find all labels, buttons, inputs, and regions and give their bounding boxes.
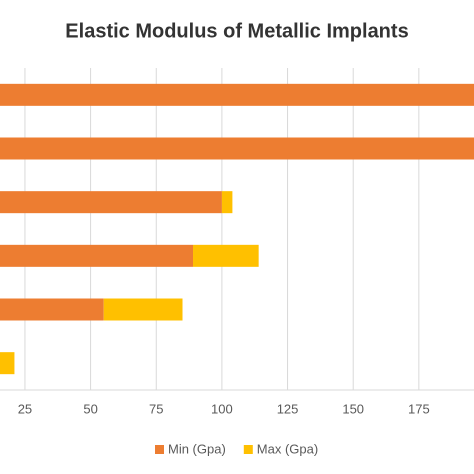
- chart-title: Elastic Modulus of Metallic Implants: [65, 20, 408, 42]
- bar: [0, 83, 474, 106]
- x-tick-label: 125: [277, 401, 299, 416]
- bar: [103, 298, 183, 321]
- x-tick-label: 75: [149, 401, 163, 416]
- bar: [0, 244, 194, 267]
- bar: [0, 137, 474, 160]
- bar: [0, 298, 104, 321]
- legend-swatch: [243, 445, 253, 454]
- legend-swatch: [155, 445, 164, 454]
- bar: [0, 191, 222, 214]
- x-tick-label: 25: [18, 401, 32, 416]
- bar: [193, 244, 259, 267]
- x-tick-label: 50: [83, 401, 97, 416]
- bar: [0, 352, 15, 375]
- bar: [221, 191, 233, 214]
- x-tick-label: 150: [342, 401, 364, 416]
- legend-label: Min (Gpa): [168, 441, 226, 456]
- x-tick-label: 175: [408, 401, 430, 416]
- x-tick-label: 100: [211, 401, 233, 416]
- legend-label: Max (Gpa): [257, 441, 318, 456]
